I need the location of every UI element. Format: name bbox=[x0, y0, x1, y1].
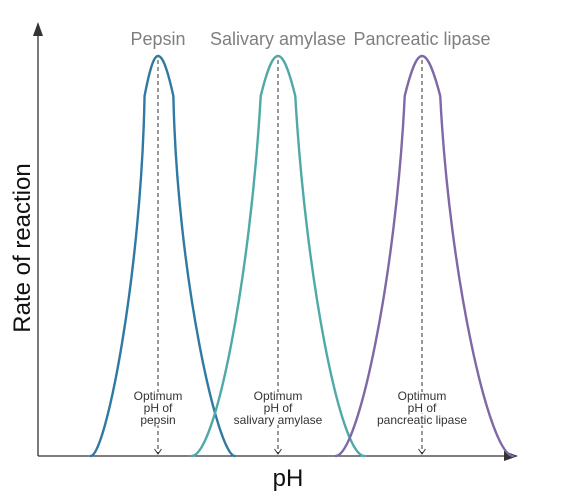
y-axis-label: Rate of reaction bbox=[9, 163, 36, 332]
optimum-label: pancreatic lipase bbox=[377, 413, 467, 427]
optimum-label: Optimum bbox=[398, 389, 447, 403]
optimum-arrow-icon bbox=[274, 448, 282, 455]
series-name-label: Salivary amylase bbox=[210, 29, 346, 49]
optimum-arrow-icon bbox=[418, 448, 426, 455]
series-curve bbox=[89, 54, 236, 458]
series-name-label: Pepsin bbox=[130, 29, 185, 49]
optimum-arrow-icon bbox=[154, 448, 162, 455]
series-curve bbox=[334, 54, 515, 458]
optimum-label: pH of bbox=[408, 401, 437, 415]
optimum-label: salivary amylase bbox=[234, 413, 323, 427]
optimum-label: Optimum bbox=[134, 389, 183, 403]
y-axis-arrow-icon bbox=[33, 22, 43, 36]
optimum-label: Optimum bbox=[254, 389, 303, 403]
x-axis-label: pH bbox=[273, 465, 304, 492]
optimum-label: pH of bbox=[144, 401, 173, 415]
optimum-label: pH of bbox=[264, 401, 293, 415]
series-curve bbox=[190, 54, 366, 458]
optimum-label: pepsin bbox=[140, 413, 175, 427]
series-name-label: Pancreatic lipase bbox=[353, 29, 490, 49]
